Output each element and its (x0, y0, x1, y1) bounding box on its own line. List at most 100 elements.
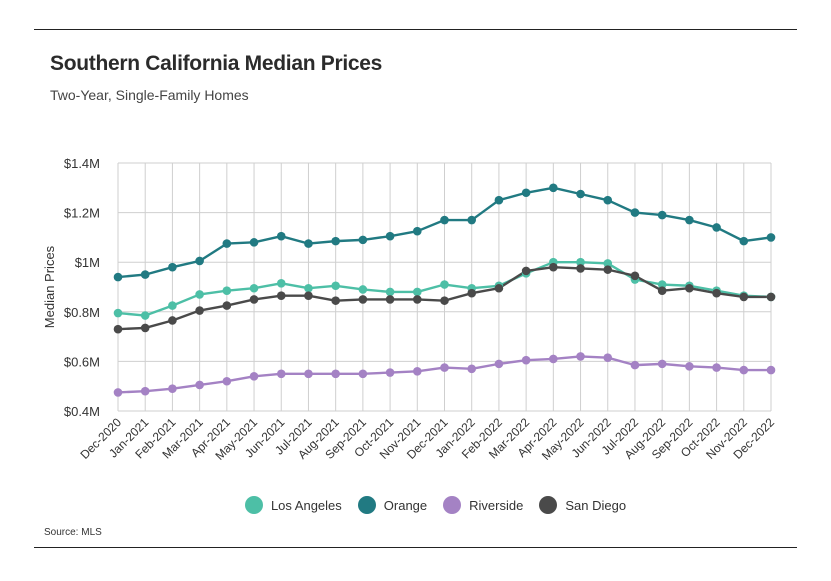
data-point (440, 215, 449, 225)
data-point (603, 265, 613, 274)
data-point (576, 264, 585, 273)
data-point (576, 352, 585, 361)
data-point (657, 210, 667, 220)
data-point (412, 287, 422, 297)
data-point (766, 292, 776, 302)
legend-item-los-angeles: Los Angeles (244, 496, 342, 514)
legend-item-riverside: Riverside (443, 496, 523, 514)
data-point (113, 388, 123, 397)
data-point (766, 233, 776, 242)
data-point (521, 266, 531, 276)
data-point (657, 286, 667, 296)
data-point (494, 283, 504, 293)
y-axis-title: Median Prices (42, 245, 57, 328)
source-note: Source: MLS (44, 527, 102, 538)
data-point (521, 188, 531, 198)
data-point (331, 236, 340, 246)
data-point (440, 363, 449, 372)
y-tick-label: $0.6M (64, 354, 100, 369)
data-point (304, 239, 313, 248)
data-point (657, 280, 667, 289)
data-point (331, 281, 340, 291)
data-point (766, 365, 776, 375)
data-point (195, 380, 204, 390)
chart-subtitle: Two-Year, Single-Family Homes (50, 87, 249, 103)
chart-title: Southern California Median Prices (50, 52, 383, 75)
y-tick-label: $1.4M (64, 156, 100, 171)
legend-swatch-icon (539, 496, 558, 514)
y-tick-label: $1.2M (64, 206, 100, 221)
data-point (412, 226, 422, 236)
data-point (630, 271, 640, 281)
data-point (113, 272, 123, 282)
data-point (304, 291, 313, 300)
data-point (168, 384, 177, 393)
data-point (385, 368, 395, 377)
data-point (222, 239, 232, 248)
legend-swatch-icon (357, 496, 376, 514)
y-tick-label: $0.8M (64, 305, 100, 320)
data-point (113, 324, 123, 334)
data-point (358, 235, 368, 245)
data-point (712, 223, 721, 232)
data-point (249, 283, 259, 293)
data-point (222, 301, 232, 310)
data-point (168, 301, 177, 310)
bottom-rule (34, 547, 797, 548)
data-point (140, 323, 150, 333)
data-point (304, 369, 313, 379)
data-point (385, 231, 395, 241)
data-point (440, 296, 449, 305)
data-point (331, 296, 340, 305)
data-point (168, 262, 177, 272)
data-point (494, 195, 504, 205)
data-point (195, 290, 204, 299)
data-point (385, 295, 395, 304)
data-point (739, 365, 749, 375)
data-point (576, 257, 585, 267)
legend-label: Los Angeles (270, 497, 342, 513)
data-point (276, 291, 286, 300)
data-point (140, 270, 150, 279)
data-point (494, 359, 504, 369)
data-point (685, 283, 694, 293)
data-point (358, 285, 368, 294)
data-point (549, 354, 558, 364)
top-rule (34, 29, 797, 30)
data-point (685, 362, 694, 371)
data-point (412, 295, 422, 304)
data-point (195, 306, 204, 315)
data-point (222, 376, 232, 386)
data-point (630, 208, 640, 217)
data-point (358, 295, 368, 304)
data-point (685, 215, 694, 225)
legend-label: Riverside (469, 497, 524, 513)
data-point (549, 183, 558, 193)
data-point (521, 355, 531, 365)
data-point (440, 280, 449, 289)
data-point (222, 286, 232, 296)
data-point (603, 195, 613, 205)
data-point (276, 231, 286, 241)
data-point (249, 295, 259, 304)
data-point (576, 189, 585, 199)
legend-label: San Diego (565, 497, 627, 513)
data-point (168, 316, 177, 325)
legend-swatch-icon (443, 496, 462, 514)
data-point (712, 363, 721, 372)
data-point (712, 288, 721, 298)
data-point (385, 287, 395, 297)
data-point (630, 360, 640, 370)
chart-legend: Los Angeles Orange Riverside San Diego (0, 496, 831, 514)
y-tick-label: $0.4M (64, 404, 100, 419)
legend-label: Orange (383, 497, 428, 513)
data-point (467, 364, 477, 374)
data-point (140, 386, 150, 396)
data-point (304, 283, 313, 293)
data-point (249, 238, 259, 247)
data-point (739, 292, 749, 302)
data-point (549, 262, 558, 272)
legend-swatch-icon (244, 496, 263, 514)
legend-item-san-diego: San Diego (539, 496, 626, 514)
data-point (467, 215, 477, 225)
